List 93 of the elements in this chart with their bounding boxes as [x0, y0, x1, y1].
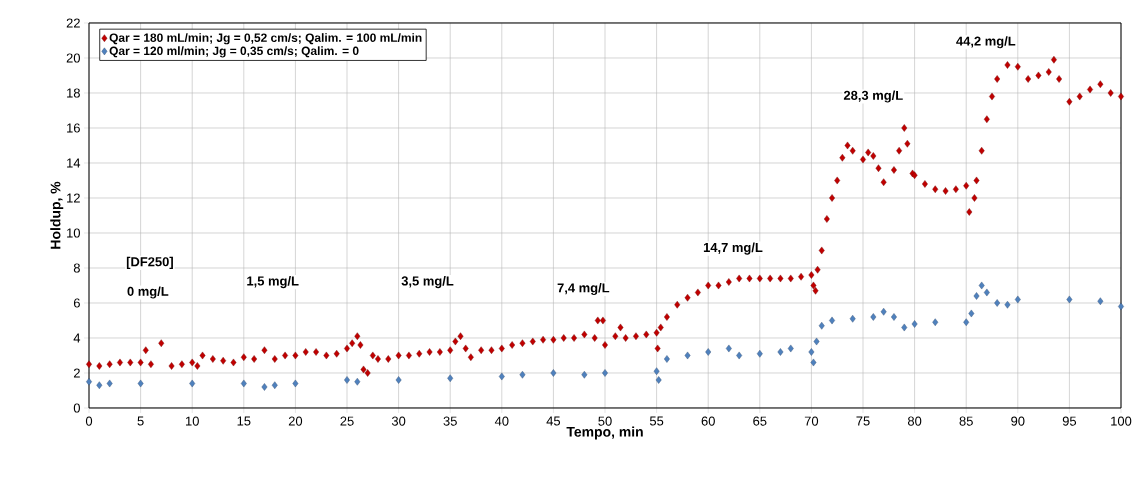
point: [354, 377, 361, 386]
point: [653, 367, 660, 376]
y-tick-label: 18: [67, 88, 80, 98]
point: [891, 313, 897, 321]
point: [994, 299, 1001, 307]
point: [684, 351, 691, 360]
point: [261, 383, 268, 391]
x-tick-label: 75: [856, 416, 870, 426]
point: [664, 355, 670, 363]
annotation: 44,2 mg/L: [956, 36, 1016, 49]
point: [849, 314, 856, 323]
point: [705, 348, 712, 356]
y-tick-label: 22: [66, 18, 80, 28]
point: [810, 358, 817, 367]
x-tick-label: 30: [391, 416, 406, 426]
y-tick-label: 10: [67, 228, 80, 238]
x-axis-title: Tempo, min: [566, 426, 643, 440]
point: [968, 309, 975, 318]
y-tick-label: 0: [73, 403, 80, 413]
point: [725, 344, 732, 353]
x-tick-label: 35: [443, 416, 457, 426]
x-tick-label: 60: [701, 416, 715, 426]
point: [106, 379, 113, 388]
point: [344, 376, 350, 384]
x-tick-label: 65: [753, 416, 767, 426]
annotation: 14,7 mg/L: [703, 242, 763, 255]
point: [813, 337, 820, 346]
x-tick-label: 25: [340, 416, 354, 426]
point: [880, 307, 887, 316]
point: [978, 281, 985, 290]
x-tick-label: 5: [137, 416, 144, 426]
annotation: 3,5 mg/L: [401, 276, 454, 289]
y-tick-label: 8: [73, 263, 80, 273]
point: [1066, 295, 1073, 304]
point: [447, 374, 454, 383]
x-tick-label: 50: [598, 416, 612, 426]
x-tick-label: 100: [1111, 416, 1132, 426]
point: [983, 288, 990, 297]
point: [498, 372, 505, 381]
x-tick-label: 70: [804, 416, 819, 426]
point: [655, 376, 662, 384]
annotation: 28,3 mg/L: [843, 90, 903, 103]
x-tick-label: 85: [959, 416, 973, 426]
point: [1097, 297, 1104, 306]
point: [932, 318, 939, 327]
point: [787, 344, 794, 353]
x-tick-label: 80: [907, 416, 922, 426]
x-tick-label: 90: [1011, 416, 1025, 426]
point: [963, 318, 970, 327]
point: [602, 369, 608, 377]
x-tick-label: 95: [1062, 416, 1077, 426]
y-tick-label: 16: [67, 123, 80, 133]
x-tick-label: 20: [288, 416, 303, 426]
annotation: [DF250]: [126, 256, 173, 269]
point: [1004, 300, 1011, 309]
point: [550, 369, 557, 377]
x-tick-label: 55: [649, 416, 664, 426]
y-tick-label: 14: [67, 158, 81, 168]
point: [808, 348, 815, 356]
y-tick-label: 20: [66, 53, 80, 63]
point: [736, 351, 743, 360]
x-tick-label: 15: [237, 416, 251, 426]
point: [756, 349, 763, 358]
point: [1014, 295, 1021, 304]
y-axis-title: Holdup, %: [50, 181, 64, 249]
point: [292, 379, 299, 388]
point: [137, 379, 144, 388]
point: [271, 381, 278, 390]
point: [901, 323, 908, 332]
point: [395, 376, 402, 384]
annotation: 7,4 mg/L: [557, 282, 610, 296]
point: [870, 313, 877, 321]
x-tick-label: 40: [494, 416, 509, 426]
point: [777, 348, 784, 356]
y-tick-label: 12: [67, 193, 80, 203]
annotation: 0 mg/L: [127, 286, 169, 299]
point: [973, 292, 980, 300]
point: [581, 370, 588, 379]
point: [189, 379, 196, 388]
point: [818, 321, 825, 330]
point: [96, 381, 103, 390]
y-tick-label: 2: [73, 368, 80, 378]
point: [911, 320, 918, 328]
x-tick-label: 10: [185, 416, 199, 426]
point: [240, 379, 247, 388]
y-tick-label: 4: [73, 333, 81, 343]
y-tick-label: 6: [73, 298, 80, 308]
point: [519, 370, 526, 379]
annotation: 1,5 mg/L: [247, 276, 299, 289]
legend-label: Qar = 180 mL/min; Jg = 0,52 cm/s; Qalim. = 100 mL/min: [109, 33, 422, 45]
x-tick-label: 0: [85, 416, 93, 426]
x-tick-label: 45: [546, 416, 561, 426]
legend-label: Qar = 120 ml/min; Jg = 0,35 cm/s; Qalim. = 0: [109, 46, 359, 58]
